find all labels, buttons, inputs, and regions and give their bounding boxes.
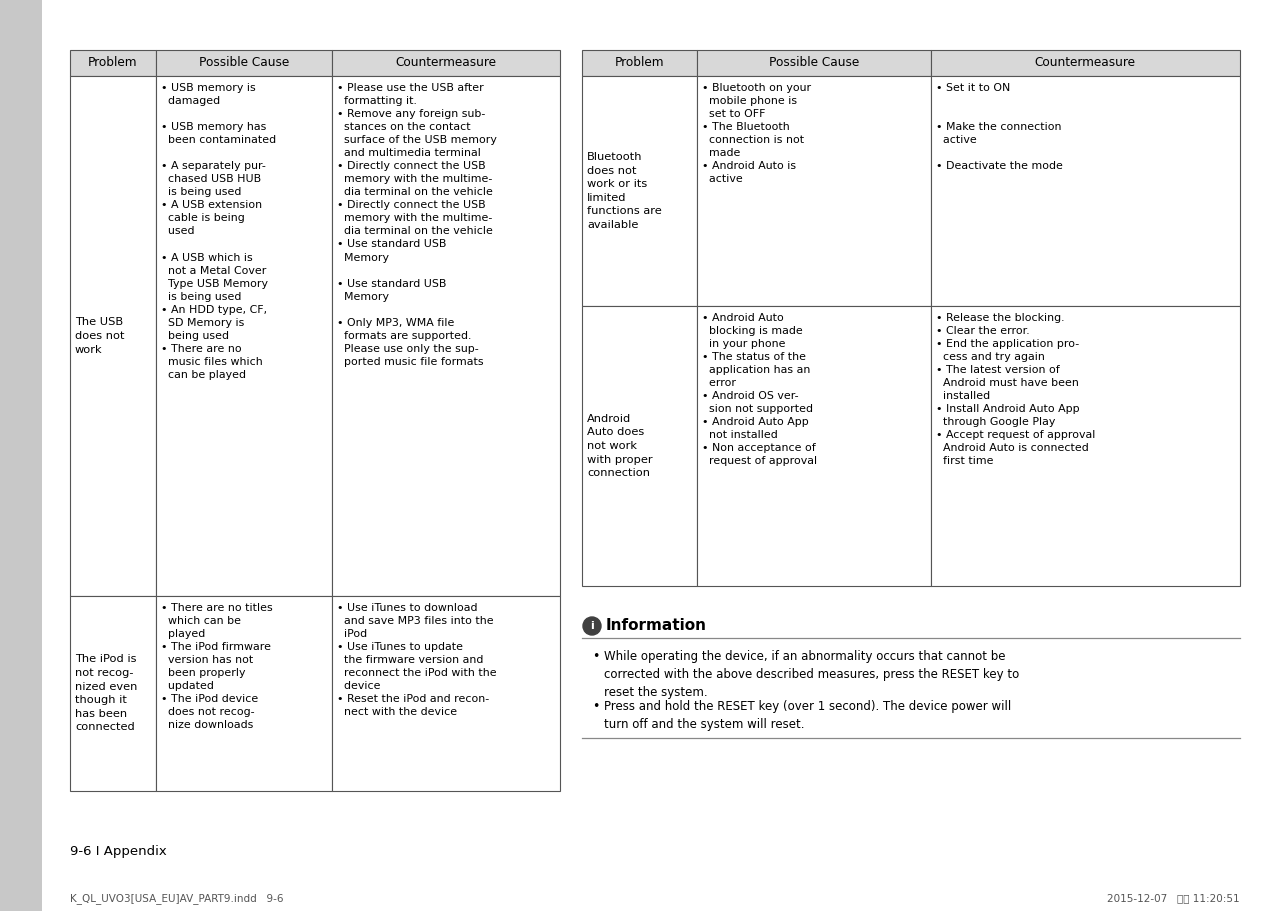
Bar	[332, 50, 560, 76]
Bar	[156, 50, 332, 76]
Text: Information: Information	[606, 619, 707, 633]
Text: • Android Auto
  blocking is made
  in your phone
• The status of the
  applicat: • Android Auto blocking is made in your …	[702, 313, 817, 466]
Text: K_QL_UVO3[USA_EU]AV_PART9.indd   9-6: K_QL_UVO3[USA_EU]AV_PART9.indd 9-6	[70, 893, 283, 904]
Bar	[697, 50, 930, 76]
Text: Possible Cause: Possible Cause	[199, 56, 290, 69]
Bar	[930, 50, 1240, 76]
Text: • There are no titles
  which can be
  played
• The iPod firmware
  version has : • There are no titles which can be playe…	[161, 603, 273, 731]
Text: Countermeasure: Countermeasure	[1035, 56, 1136, 69]
Text: Countermeasure: Countermeasure	[396, 56, 496, 69]
Bar	[70, 76, 156, 596]
Bar	[930, 76, 1240, 306]
Text: While operating the device, if an abnormality occurs that cannot be
corrected wi: While operating the device, if an abnorm…	[604, 650, 1020, 699]
Text: •: •	[592, 650, 600, 663]
Text: The USB
does not
work: The USB does not work	[75, 317, 125, 354]
Bar	[930, 306, 1240, 586]
Text: Android
Auto does
not work
with proper
connection: Android Auto does not work with proper c…	[587, 414, 652, 478]
Text: • USB memory is
  damaged

• USB memory has
  been contaminated

• A separately : • USB memory is damaged • USB memory has…	[161, 83, 276, 380]
Bar	[156, 76, 332, 596]
Bar	[332, 596, 560, 791]
Text: • Use iTunes to download
  and save MP3 files into the
  iPod
• Use iTunes to up: • Use iTunes to download and save MP3 fi…	[337, 603, 496, 717]
Text: The iPod is
not recog-
nized even
though it
has been
connected: The iPod is not recog- nized even though…	[75, 654, 138, 732]
Text: 9-6 I Appendix: 9-6 I Appendix	[70, 845, 167, 858]
Bar	[70, 50, 156, 76]
Bar	[0, 0, 42, 911]
Bar	[582, 50, 697, 76]
Text: Press and hold the RESET key (over 1 second). The device power will
turn off and: Press and hold the RESET key (over 1 sec…	[604, 700, 1012, 731]
Text: Problem: Problem	[88, 56, 138, 69]
Bar	[582, 306, 697, 586]
Bar	[697, 76, 930, 306]
Text: Problem: Problem	[615, 56, 665, 69]
Bar	[332, 76, 560, 596]
Text: • Please use the USB after
  formatting it.
• Remove any foreign sub-
  stances : • Please use the USB after formatting it…	[337, 83, 498, 367]
Text: • Release the blocking.
• Clear the error.
• End the application pro-
  cess and: • Release the blocking. • Clear the erro…	[935, 313, 1095, 466]
Text: • Bluetooth on your
  mobile phone is
  set to OFF
• The Bluetooth
  connection : • Bluetooth on your mobile phone is set …	[702, 83, 812, 184]
Text: 2015-12-07   오전 11:20:51: 2015-12-07 오전 11:20:51	[1108, 893, 1240, 903]
Bar	[156, 596, 332, 791]
Bar	[697, 306, 930, 586]
Text: Bluetooth
does not
work or its
limited
functions are
available: Bluetooth does not work or its limited f…	[587, 152, 662, 230]
Text: • Set it to ON


• Make the connection
  active

• Deactivate the mode: • Set it to ON • Make the connection act…	[935, 83, 1063, 171]
Text: Possible Cause: Possible Cause	[769, 56, 859, 69]
Bar	[582, 76, 697, 306]
Bar	[70, 596, 156, 791]
Text: •: •	[592, 700, 600, 713]
Circle shape	[583, 617, 601, 635]
Text: i: i	[590, 621, 593, 631]
